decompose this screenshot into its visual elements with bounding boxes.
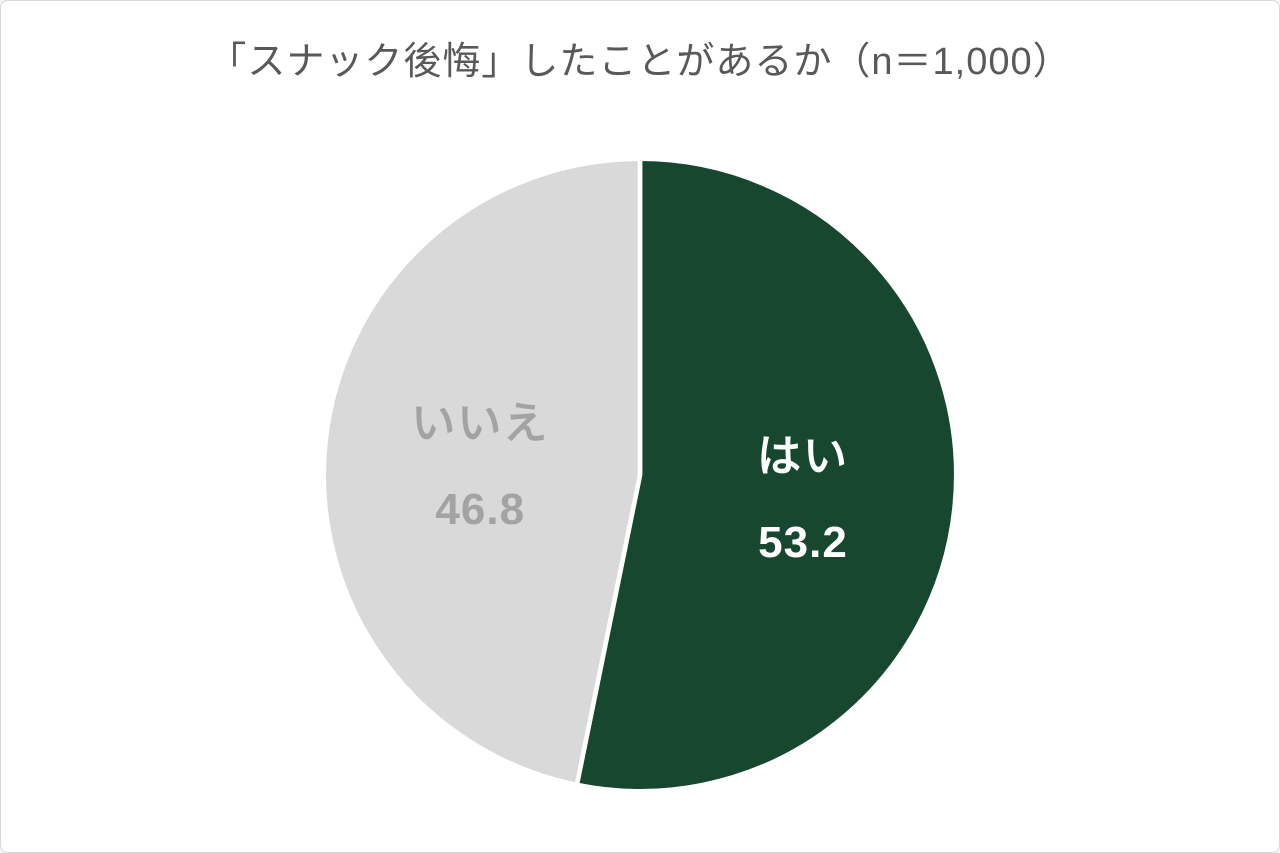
pie-slice-0 (574, 155, 959, 793)
pie-slice-1 (321, 155, 643, 787)
pie-chart-svg (321, 155, 959, 793)
chart-title: 「スナック後悔」したことがあるか（n＝1,000） (208, 41, 1072, 83)
pie-chart: はい 53.2 いいえ 46.8 (314, 149, 966, 801)
